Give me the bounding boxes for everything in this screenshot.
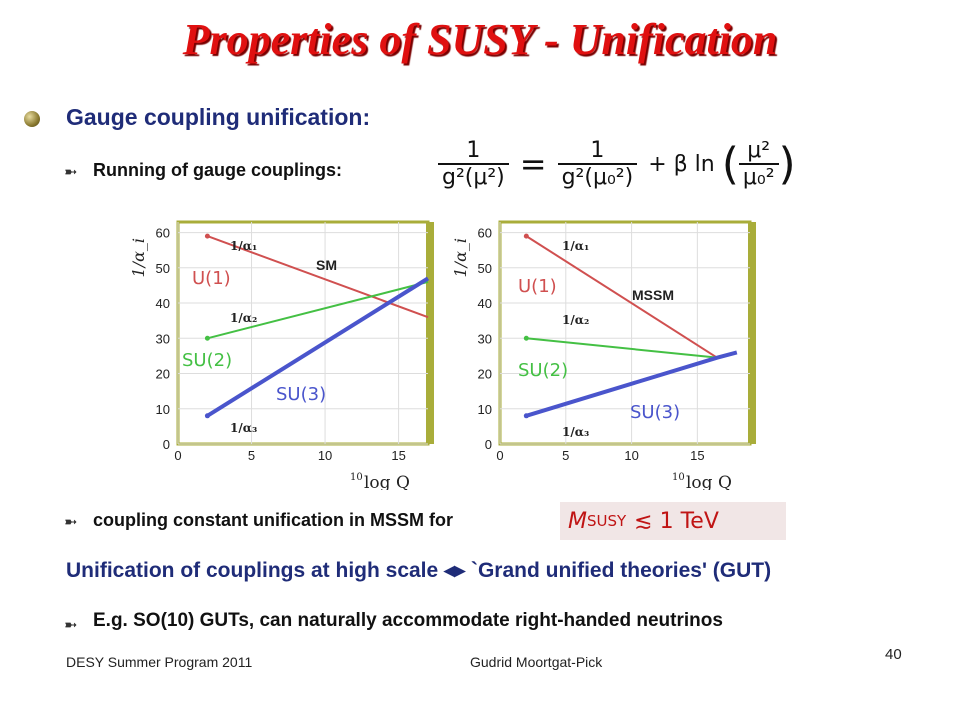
series-name-label: 1/α₁	[230, 239, 257, 253]
series-start-point	[523, 335, 529, 341]
section-heading: Gauge coupling unification:	[66, 104, 371, 130]
gut-example: E.g. SO(10) GUTs, can naturally accommod…	[93, 610, 723, 631]
formula-right-paren: )	[778, 138, 796, 190]
series-start-point	[204, 335, 210, 341]
x-tick-label: 15	[690, 448, 704, 463]
y-tick-label: 40	[156, 296, 170, 311]
series-name-label: 1/α₁	[562, 239, 589, 253]
series-name-label: 1/α₃	[562, 425, 589, 439]
formula-log-den: μ₀²	[738, 163, 779, 190]
formula-rhs-den: g²(μ₀²)	[557, 163, 638, 190]
y-tick-label: 60	[478, 226, 492, 241]
x-tick-label: 15	[391, 448, 405, 463]
formula-plus-term: + β ln	[648, 151, 715, 177]
formula-log: μ² μ₀²	[738, 138, 779, 190]
x-axis-label-prefix: 10	[672, 472, 685, 483]
x-axis-label: log Q	[686, 473, 732, 490]
msusy-relation: ≲ 1 TeV	[634, 508, 719, 534]
y-tick-label: 30	[156, 331, 170, 346]
x-tick-label: 0	[174, 448, 181, 463]
page-number: 40	[885, 646, 902, 663]
series-name-label: 1/α₃	[230, 421, 257, 435]
y-tick-label: 50	[478, 261, 492, 276]
formula-equals: =	[519, 145, 547, 183]
y-tick-label: 20	[478, 367, 492, 382]
plot-frame-side	[748, 222, 756, 444]
y-tick-label: 60	[156, 226, 170, 241]
x-axis-label-prefix: 10	[350, 472, 363, 483]
formula-rhs-num: 1	[590, 138, 605, 163]
y-tick-label: 10	[156, 402, 170, 417]
msusy-subscript: SUSY	[586, 512, 627, 530]
msusy-condition: M SUSY ≲ 1 TeV	[560, 502, 786, 540]
footer-event: DESY Summer Program 2011	[66, 654, 253, 670]
y-tick-label: 20	[156, 367, 170, 382]
bullet-icon	[24, 111, 40, 127]
series-start-point	[523, 413, 529, 419]
y-tick-label: 40	[478, 296, 492, 311]
coupling-label: coupling constant unification in MSSM fo…	[93, 510, 453, 530]
series-line	[526, 337, 718, 359]
x-tick-label: 0	[496, 448, 503, 463]
series-group-label: SU(2)	[518, 360, 568, 381]
footer-author: Gudrid Moortgat-Pick	[470, 654, 603, 670]
formula-left-paren: (	[721, 138, 739, 190]
formula-lhs-den: g²(μ²)	[438, 163, 509, 190]
y-axis-label: 1/α_i	[452, 238, 470, 278]
formula-lhs: 1 g²(μ²)	[438, 138, 509, 190]
x-axis-label: log Q	[364, 473, 410, 490]
y-tick-label: 10	[478, 402, 492, 417]
y-tick-label: 0	[485, 437, 492, 452]
arrow-bullet-icon: ➼	[64, 617, 78, 634]
slide-title: Properties of SUSY - Unification	[182, 15, 778, 64]
series-group-label: SU(3)	[276, 384, 326, 405]
formula-lhs-num: 1	[466, 138, 481, 163]
series-start-point	[204, 413, 210, 419]
series-line	[525, 350, 738, 418]
formula-rhs: 1 g²(μ₀²)	[557, 138, 638, 190]
series-name-label: 1/α₂	[230, 311, 257, 325]
series-group-label: U(1)	[192, 268, 231, 289]
series-name-label: 1/α₂	[562, 313, 589, 327]
arrow-bullet-icon: ➼	[64, 514, 78, 531]
chart-title: SM	[316, 257, 337, 273]
series-line	[207, 280, 429, 340]
x-tick-label: 5	[248, 448, 255, 463]
series-start-point	[204, 233, 210, 239]
series-group-label: SU(2)	[182, 350, 232, 371]
series-group-label: SU(3)	[630, 402, 680, 423]
y-tick-label: 30	[478, 331, 492, 346]
chart-title: MSSM	[632, 287, 674, 303]
y-tick-label: 50	[156, 261, 170, 276]
running-formula: 1 g²(μ²) = 1 g²(μ₀²) + β ln ( μ² μ₀² )	[438, 138, 796, 190]
formula-log-num: μ²	[747, 138, 771, 163]
msusy-symbol: M	[568, 508, 587, 534]
arrow-bullet-icon: ➼	[64, 164, 78, 181]
y-tick-label: 0	[163, 437, 170, 452]
series-line	[525, 235, 718, 359]
plot-frame-side	[426, 222, 434, 444]
x-tick-label: 5	[562, 448, 569, 463]
series-start-point	[523, 233, 529, 239]
x-tick-label: 10	[624, 448, 638, 463]
y-axis-label: 1/α_i	[130, 238, 148, 278]
running-label: Running of gauge couplings:	[93, 160, 342, 180]
x-tick-label: 10	[318, 448, 332, 463]
series-line	[206, 276, 430, 418]
gut-banner: Unification of couplings at high scale ◂…	[66, 559, 772, 582]
series-group-label: U(1)	[518, 276, 557, 297]
